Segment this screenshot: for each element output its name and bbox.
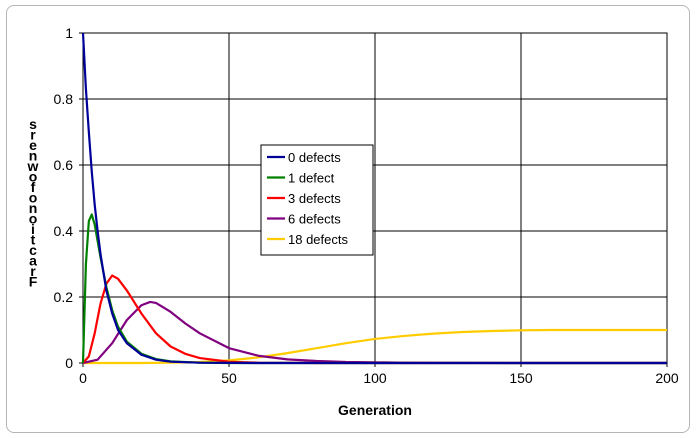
x-tick-label: 150 <box>509 370 533 386</box>
y-tick-label: 1 <box>65 25 73 41</box>
y-tick-label: 0.6 <box>54 157 74 173</box>
y-axis-label-char: c <box>29 242 37 258</box>
y-axis-label-char: t <box>31 232 36 248</box>
y-tick-label: 0.8 <box>54 91 74 107</box>
legend-label: 6 defects <box>288 212 341 227</box>
legend-label: 3 defects <box>288 191 341 206</box>
legend: 0 defects 1 defect 3 defects 6 defects 18 de… <box>260 144 374 256</box>
y-axis-label-char: o <box>29 169 38 185</box>
y-axis-label-char: w <box>27 158 39 174</box>
y-axis-label-char: o <box>29 190 38 206</box>
tick-labels: 0 0.2 0.4 0.6 0.8 1 0 50 100 150 200 <box>54 25 679 386</box>
y-axis-label-char: e <box>29 137 37 153</box>
y-tick-label: 0.4 <box>54 223 74 239</box>
y-axis-label-char: i <box>31 221 35 237</box>
x-tick-label: 100 <box>363 370 387 386</box>
y-axis-label-char: a <box>29 253 37 269</box>
x-tick-label: 200 <box>655 370 679 386</box>
x-axis-label: Generation <box>338 402 412 418</box>
legend-label: 0 defects <box>288 150 341 165</box>
y-axis-label-char: r <box>30 127 36 143</box>
y-axis-label-char: f <box>31 179 36 195</box>
legend-label: 1 defect <box>288 171 335 186</box>
y-axis-label-char: F <box>29 274 38 290</box>
y-axis-label-char: s <box>29 116 37 132</box>
y-tick-label: 0 <box>65 355 73 371</box>
y-axis-label-char: r <box>30 263 36 279</box>
y-axis-label-char: n <box>29 148 38 164</box>
y-axis-label-char: n <box>29 200 38 216</box>
series-line-0-defects <box>81 32 667 365</box>
y-axis-label-char: o <box>29 211 38 227</box>
legend-label: 18 defects <box>288 232 348 247</box>
y-tick-label: 0.2 <box>54 289 74 305</box>
series-layer <box>81 32 667 365</box>
x-tick-label: 0 <box>79 370 87 386</box>
x-tick-label: 50 <box>221 370 237 386</box>
legend-box <box>260 144 374 256</box>
